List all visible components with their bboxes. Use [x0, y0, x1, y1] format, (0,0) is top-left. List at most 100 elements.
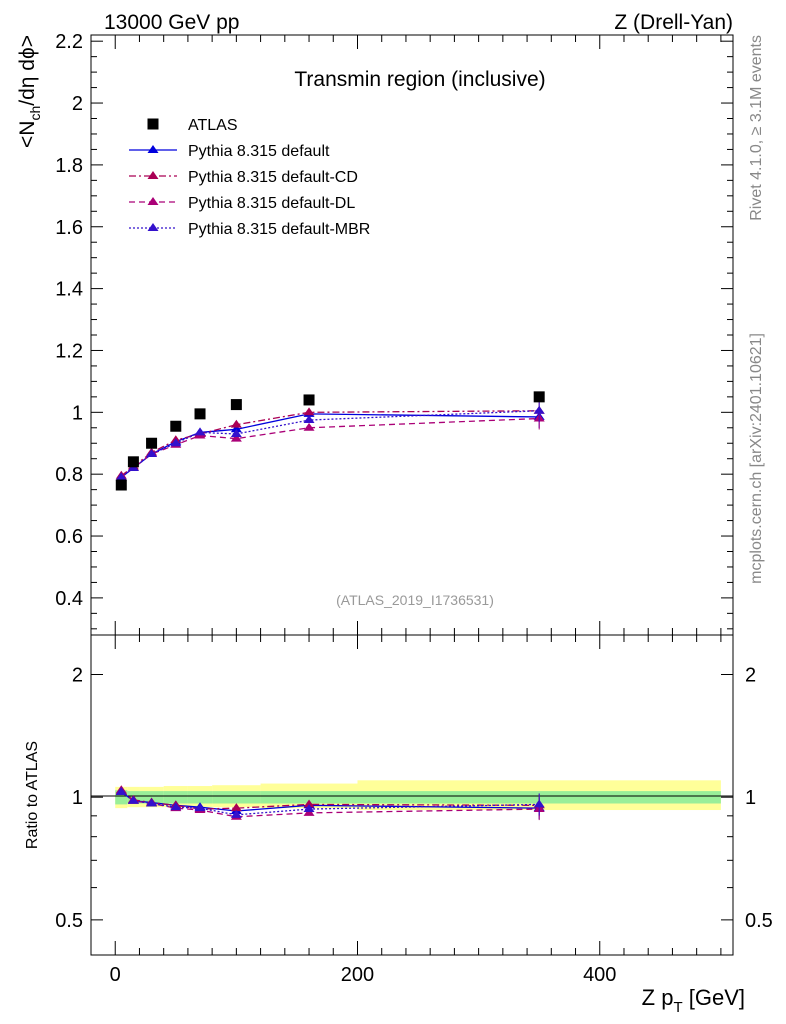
main-y-axis-label-rest: /dη dϕ> [16, 35, 39, 106]
main-series-line [120, 410, 540, 478]
ratio-series-point [127, 795, 139, 804]
main-y-tick-label: 0.4 [55, 588, 83, 610]
ratio-series-line [120, 790, 540, 818]
x-tick-label: 0 [110, 964, 121, 986]
main-series-point [303, 415, 315, 424]
main-y-tick-label: 0.8 [55, 464, 83, 486]
legend-label: Pythia 8.315 default-DL [188, 195, 355, 212]
legend-marker [147, 197, 159, 205]
main-series-point [230, 429, 242, 437]
atlas-data-series [115, 391, 545, 491]
legend: ATLAS Pythia 8.315 default Pythia 8.315 de… [129, 117, 370, 238]
main-series-point [230, 419, 242, 428]
main-series [115, 399, 545, 479]
x-tick-label: 200 [341, 964, 374, 986]
main-series-line [120, 417, 540, 478]
main-series-line [120, 410, 540, 477]
header-left-label: 13000 GeV pp [104, 11, 239, 34]
main-y-tick-label: 1.2 [55, 340, 83, 362]
ratio-series-point [194, 803, 206, 812]
ratio-panel: 0.5 0.5 1 1 2 2 0 200 400 [55, 634, 773, 986]
legend-label: Pythia 8.315 default [188, 143, 330, 160]
main-y-tick-label: 2.2 [55, 31, 83, 53]
ratio-panel-frame [90, 634, 734, 956]
main-series-point [170, 438, 182, 447]
ratio-stat-uncertainty-band [139, 791, 164, 804]
main-chart-title: Transmin region (inclusive) [294, 68, 545, 91]
main-y-axis-label-open: <N [16, 121, 39, 148]
ratio-y-tick-label-right: 1 [745, 787, 756, 809]
legend-entry: Pythia 8.315 default-DL [129, 195, 355, 212]
ratio-series-line [120, 791, 540, 816]
atlas-data-point [170, 420, 182, 432]
mcplots-source-label: mcplots.cern.ch [arXiv:2401.10621] [748, 333, 765, 584]
x-axis-label-main: Z p [642, 985, 674, 1010]
main-series [115, 399, 545, 481]
ratio-series [115, 787, 545, 818]
legend-label: Pythia 8.315 default-MBR [188, 221, 370, 238]
legend-marker [147, 145, 159, 153]
header-right-label: Z (Drell-Yan) [614, 11, 733, 34]
main-series-point [230, 433, 242, 442]
analysis-watermark: (ATLAS_2019_I1736531) [336, 592, 494, 608]
atlas-data-point [146, 437, 158, 449]
atlas-data-point [115, 479, 127, 491]
x-axis-label: Z pT [GeV] [642, 985, 745, 1016]
legend-marker [147, 171, 159, 179]
ratio-y-tick-label-right: 2 [745, 664, 756, 686]
ratio-y-tick-label: 1 [72, 787, 83, 809]
atlas-data-point [194, 408, 206, 420]
ratio-uncertainty-bands [115, 780, 721, 811]
legend-atlas-marker [147, 118, 159, 130]
main-series-point [146, 449, 158, 458]
atlas-data-point [303, 394, 315, 406]
main-series-point [533, 405, 545, 414]
atlas-data-point [533, 391, 545, 403]
main-y-tick-label: 1.6 [55, 217, 83, 239]
ratio-series-point [170, 802, 182, 811]
legend-entry: Pythia 8.315 default [129, 143, 330, 160]
main-series-point [194, 427, 206, 436]
main-y-tick-label: 1 [72, 402, 83, 424]
ratio-series-point [230, 803, 242, 812]
legend-marker [147, 223, 159, 231]
ratio-stat-uncertainty-band [260, 791, 358, 804]
main-y-tick-label: 2 [72, 93, 83, 115]
ratio-y-tick-label-right: 0.5 [745, 910, 773, 932]
legend-entry-atlas: ATLAS [147, 117, 238, 134]
x-axis-label-sub: T [673, 999, 682, 1016]
ratio-stat-uncertainty-band [212, 791, 261, 804]
main-panel: 0.4 0.6 0.8 1 1.2 1.4 1.6 1.8 2 2.2 Transmin regi… [55, 31, 734, 636]
ratio-y-tick-label: 0.5 [55, 910, 83, 932]
legend-entry: Pythia 8.315 default-MBR [129, 221, 370, 238]
ratio-stat-uncertainty-band [187, 791, 213, 804]
main-y-tick-label: 1.4 [55, 279, 83, 301]
ratio-series-point [303, 799, 315, 808]
legend-label: Pythia 8.315 default-CD [188, 169, 358, 186]
main-series-point [303, 407, 315, 416]
x-tick-label: 400 [583, 964, 616, 986]
ratio-series-point [230, 809, 242, 818]
main-series-line [120, 413, 540, 478]
main-y-tick-label: 0.6 [55, 526, 83, 548]
ratio-stat-uncertainty-band [163, 791, 188, 804]
legend-atlas-label: ATLAS [188, 117, 238, 134]
main-series-group [115, 391, 545, 491]
main-series-point [303, 422, 315, 431]
ratio-axis-ticks: 0.5 0.5 1 1 2 2 0 200 400 [55, 635, 773, 986]
main-y-axis-label-sub: ch [27, 106, 43, 121]
main-y-axis-label: <Nch/dη dϕ> [16, 35, 43, 148]
x-axis-label-unit: [GeV] [683, 985, 745, 1010]
ratio-series-point [533, 799, 545, 808]
atlas-data-point [127, 456, 139, 468]
ratio-series-group [115, 785, 545, 821]
main-series-point [230, 424, 242, 433]
atlas-data-point [230, 399, 242, 411]
ratio-series-point [146, 798, 158, 807]
legend-entry: Pythia 8.315 default-CD [129, 169, 358, 186]
ratio-y-axis-label: Ratio to ATLAS [24, 741, 41, 849]
ratio-series-point [303, 804, 315, 813]
ratio-y-tick-label: 2 [72, 664, 83, 686]
rivet-version-label: Rivet 4.1.0, ≥ 3.1M events [748, 35, 765, 221]
